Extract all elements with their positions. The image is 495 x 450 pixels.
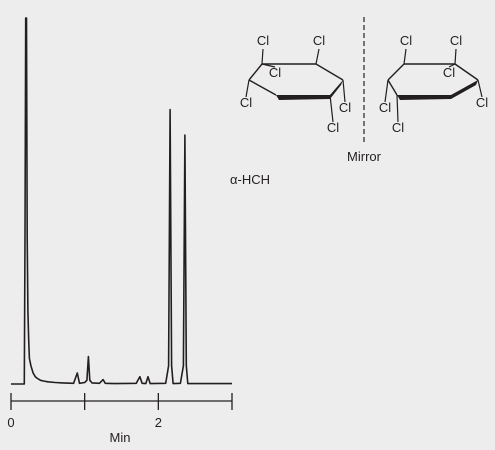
right-cl-label-4: Cl: [379, 100, 391, 115]
right-cl-label-1: Cl: [450, 33, 462, 48]
x-axis-label: Min: [110, 430, 131, 445]
left-cl-bond-4: [342, 79, 346, 103]
left-cl-bond-5: [329, 94, 334, 123]
left-cl-label-1: Cl: [313, 33, 325, 48]
left-cl-label-5: Cl: [327, 120, 339, 135]
left-ring-bond-3: [248, 79, 277, 96]
left-cl-bond-0: [261, 48, 264, 65]
left-ring-bond-1: [315, 63, 344, 81]
right-bold-bond-right: [451, 80, 478, 99]
right-cl-label-3: Cl: [476, 95, 488, 110]
right-cl-label-5: Cl: [392, 120, 404, 135]
right-ring-bond-1: [454, 63, 479, 81]
right-cl-label-0: Cl: [400, 33, 412, 48]
x-tick-label-2: 2: [155, 415, 162, 430]
left-cl-bond-3: [245, 79, 250, 98]
left-bold-bond-right: [330, 80, 343, 99]
right-bold-bond-front: [397, 95, 451, 100]
left-cl-label-0: Cl: [257, 33, 269, 48]
mirror-label: Mirror: [347, 149, 382, 164]
right-cl-bond-1: [454, 48, 457, 65]
right-ring-bond-3: [387, 79, 398, 96]
left-bold-bond-front: [276, 95, 330, 100]
right-cl-bond-2: [448, 63, 456, 68]
left-cl-label-2: Cl: [269, 65, 281, 80]
left-ring-bond-2: [248, 63, 263, 81]
right-cl-label-2: Cl: [443, 65, 455, 80]
chromatogram-trace-0: [11, 17, 232, 385]
left-cl-label-3: Cl: [240, 95, 252, 110]
right-cl-bond-5: [396, 94, 399, 123]
compound-label: α-HCH: [230, 172, 270, 187]
x-tick-label-0: 0: [7, 415, 14, 430]
plot-area: [11, 17, 232, 385]
left-cl-bond-1: [315, 48, 320, 65]
left-cl-bond-2: [261, 63, 276, 68]
right-cl-bond-4: [384, 79, 389, 103]
right-cl-bond-3: [477, 79, 483, 98]
left-cl-label-4: Cl: [339, 100, 351, 115]
right-cl-bond-0: [403, 48, 407, 65]
right-ring-bond-2: [387, 63, 405, 81]
